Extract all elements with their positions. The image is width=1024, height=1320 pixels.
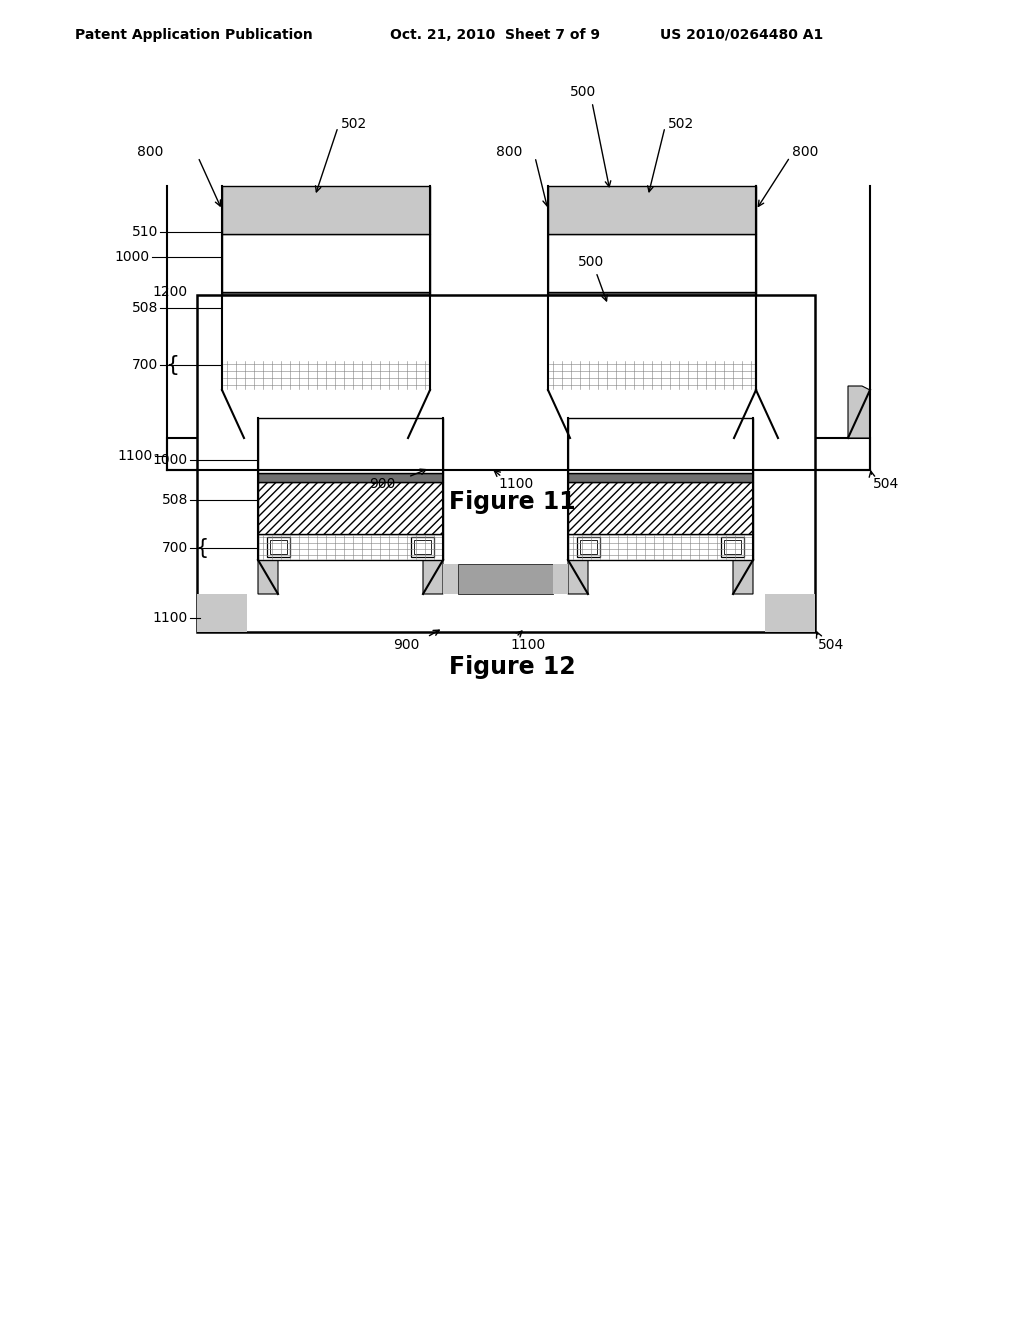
FancyBboxPatch shape: [411, 537, 434, 557]
Polygon shape: [733, 556, 753, 594]
FancyBboxPatch shape: [724, 540, 741, 554]
FancyBboxPatch shape: [197, 294, 815, 632]
Text: 1000: 1000: [115, 249, 150, 264]
FancyBboxPatch shape: [270, 540, 287, 554]
Text: 800: 800: [792, 145, 818, 158]
FancyBboxPatch shape: [718, 364, 746, 385]
FancyBboxPatch shape: [721, 367, 743, 383]
Polygon shape: [734, 385, 756, 438]
Text: 900: 900: [369, 477, 395, 491]
Polygon shape: [222, 234, 430, 292]
Text: 700: 700: [162, 541, 188, 554]
Text: Figure 12: Figure 12: [449, 655, 575, 678]
Polygon shape: [423, 556, 443, 594]
Polygon shape: [548, 186, 756, 234]
Polygon shape: [222, 302, 430, 360]
Polygon shape: [530, 411, 548, 438]
FancyBboxPatch shape: [267, 537, 290, 557]
Text: 504: 504: [873, 477, 899, 491]
FancyBboxPatch shape: [234, 367, 257, 383]
Text: US 2010/0264480 A1: US 2010/0264480 A1: [660, 28, 823, 42]
Polygon shape: [258, 482, 443, 535]
Polygon shape: [222, 385, 244, 438]
Polygon shape: [458, 564, 553, 594]
Polygon shape: [443, 564, 458, 594]
Polygon shape: [568, 556, 588, 594]
Text: 500: 500: [570, 84, 596, 99]
Polygon shape: [765, 594, 815, 632]
Text: 508: 508: [162, 492, 188, 507]
FancyBboxPatch shape: [561, 367, 583, 383]
Polygon shape: [222, 292, 430, 302]
Text: 1100: 1100: [498, 477, 534, 491]
FancyBboxPatch shape: [395, 367, 417, 383]
FancyBboxPatch shape: [414, 540, 431, 554]
Polygon shape: [548, 234, 756, 292]
Polygon shape: [197, 594, 247, 632]
Text: 502: 502: [341, 117, 368, 131]
Polygon shape: [449, 411, 530, 438]
Text: 502: 502: [668, 117, 694, 131]
Text: 1100: 1100: [153, 611, 188, 624]
Text: 508: 508: [132, 301, 158, 315]
Text: 1200: 1200: [153, 285, 188, 300]
Polygon shape: [548, 292, 756, 302]
Polygon shape: [430, 411, 449, 438]
Polygon shape: [258, 418, 443, 473]
Text: 800: 800: [136, 145, 163, 158]
Polygon shape: [258, 556, 278, 594]
Text: Figure 11: Figure 11: [449, 490, 575, 513]
Text: 1100: 1100: [118, 449, 153, 463]
Text: 700: 700: [132, 358, 158, 372]
FancyBboxPatch shape: [577, 537, 600, 557]
Polygon shape: [568, 473, 753, 482]
Polygon shape: [548, 360, 756, 389]
Polygon shape: [258, 473, 443, 482]
Polygon shape: [258, 535, 443, 560]
Polygon shape: [167, 438, 870, 470]
Polygon shape: [548, 385, 570, 438]
Text: 1000: 1000: [153, 453, 188, 467]
Text: 500: 500: [578, 255, 604, 269]
FancyBboxPatch shape: [392, 364, 420, 385]
Text: Oct. 21, 2010  Sheet 7 of 9: Oct. 21, 2010 Sheet 7 of 9: [390, 28, 600, 42]
Polygon shape: [568, 418, 753, 473]
Text: {: {: [196, 539, 209, 558]
FancyBboxPatch shape: [558, 364, 586, 385]
Polygon shape: [548, 302, 756, 360]
Polygon shape: [553, 564, 568, 594]
Text: 504: 504: [818, 638, 844, 652]
FancyBboxPatch shape: [580, 540, 597, 554]
Polygon shape: [568, 482, 753, 535]
Polygon shape: [568, 535, 753, 560]
Text: Patent Application Publication: Patent Application Publication: [75, 28, 312, 42]
Polygon shape: [408, 385, 430, 438]
Text: 1100: 1100: [510, 638, 545, 652]
FancyBboxPatch shape: [721, 537, 744, 557]
Polygon shape: [222, 186, 430, 234]
Text: 900: 900: [393, 638, 420, 652]
FancyBboxPatch shape: [232, 364, 260, 385]
Polygon shape: [222, 360, 430, 389]
Text: {: {: [165, 355, 179, 375]
Polygon shape: [848, 385, 870, 438]
Text: 800: 800: [496, 145, 522, 158]
Text: 510: 510: [132, 224, 158, 239]
Polygon shape: [756, 385, 778, 438]
